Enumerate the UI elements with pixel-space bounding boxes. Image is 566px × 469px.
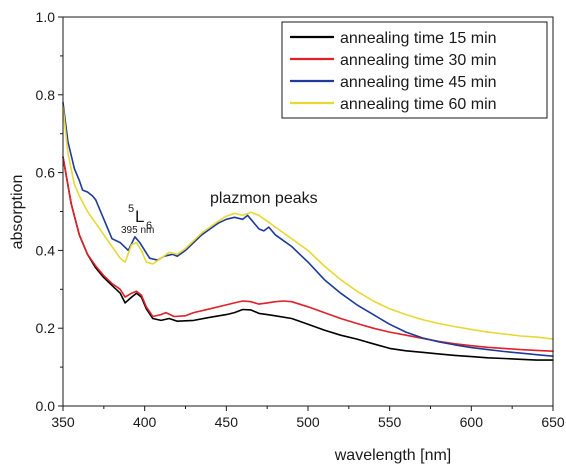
x-tick-label: 400 [133, 414, 157, 430]
level-wavelength: 395 nm [121, 225, 154, 236]
y-tick-label: 1.0 [36, 9, 56, 25]
y-tick-label: 0.2 [36, 320, 56, 336]
level-main: L [135, 207, 144, 226]
plot-lines [62, 101, 554, 361]
y-tick-label: 0.4 [36, 242, 56, 258]
series-line [62, 156, 554, 361]
y-axis: 0.0 0.2 0.4 0.6 0.8 1.0 [36, 9, 63, 414]
x-tick-label: 350 [51, 414, 75, 430]
series-line [62, 101, 554, 357]
legend-label: annealing time 45 min [340, 74, 497, 91]
x-axis-label: wavelength [nm] [334, 447, 452, 464]
x-tick-label: 550 [378, 414, 402, 430]
x-tick-label: 650 [541, 414, 565, 430]
x-axis: 350 400 450 500 550 600 650 [51, 406, 565, 430]
series-line [62, 156, 554, 352]
y-tick-label: 0.0 [36, 398, 56, 414]
level-superscript: 5 [128, 203, 134, 215]
legend-label: annealing time 60 min [340, 96, 497, 113]
x-tick-label: 600 [460, 414, 484, 430]
y-axis-label: absorption [9, 175, 26, 250]
plazmon-peaks-label: plazmon peaks [210, 190, 318, 207]
level-annotation: 5 L 6 395 nm [121, 203, 154, 236]
x-tick-label: 500 [296, 414, 320, 430]
legend: annealing time 15 min annealing time 30 m… [281, 21, 548, 119]
x-tick-label: 450 [215, 414, 239, 430]
series-line [62, 105, 554, 340]
level-subscript: 6 [146, 220, 152, 232]
y-tick-label: 0.6 [36, 165, 56, 181]
legend-label: annealing time 15 min [340, 30, 497, 47]
legend-label: annealing time 30 min [340, 52, 497, 69]
y-tick-label: 0.8 [36, 87, 56, 103]
